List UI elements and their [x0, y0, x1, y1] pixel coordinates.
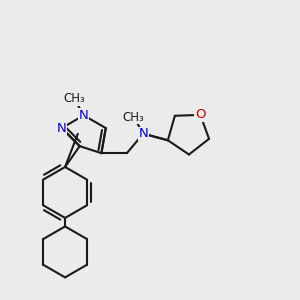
Text: N: N: [138, 127, 148, 140]
Text: CH₃: CH₃: [63, 92, 85, 105]
Text: N: N: [57, 122, 67, 135]
Text: O: O: [195, 108, 206, 122]
Text: CH₃: CH₃: [123, 111, 145, 124]
Text: N: N: [79, 109, 88, 122]
